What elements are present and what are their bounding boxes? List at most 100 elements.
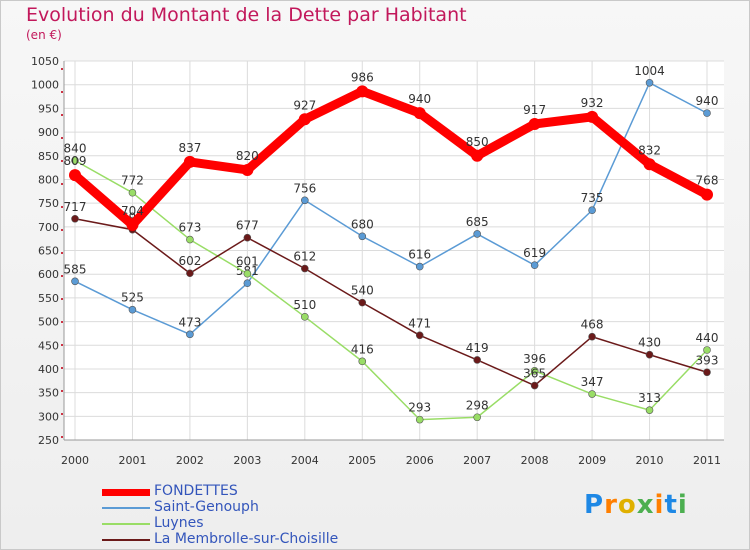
- y-tick-label: 1050: [31, 55, 59, 68]
- data-label: 468: [581, 318, 604, 332]
- chart-unit: (en €): [26, 28, 62, 42]
- data-point: [71, 277, 79, 286]
- series-line-fondettes: [70, 86, 712, 230]
- data-label: 440: [696, 331, 719, 345]
- data-label: 768: [696, 174, 719, 188]
- x-tick-label: 2011: [693, 454, 721, 467]
- data-label: 927: [293, 98, 316, 112]
- logo-letter: t: [664, 490, 678, 520]
- x-tick-label: 2001: [118, 454, 146, 467]
- data-label: 673: [178, 221, 201, 235]
- data-label: 932: [581, 96, 604, 110]
- data-point: [703, 368, 711, 377]
- data-point: [69, 169, 81, 182]
- data-label: 365: [523, 367, 546, 381]
- data-label: 616: [408, 248, 431, 262]
- data-label: 601: [236, 255, 259, 269]
- y-tick-label: 450: [38, 339, 59, 352]
- data-label: 772: [121, 174, 144, 188]
- data-point: [186, 235, 194, 244]
- legend-label: Saint-Genouph: [154, 499, 259, 515]
- legend-swatch: [102, 489, 150, 496]
- y-tick-label: 250: [38, 434, 59, 447]
- data-label: 347: [581, 375, 604, 389]
- data-point: [473, 413, 481, 422]
- proxiti-logo: Proxiti: [584, 490, 688, 520]
- legend-swatch: [102, 539, 150, 541]
- data-label: 619: [523, 246, 546, 260]
- data-label: 416: [351, 342, 374, 356]
- data-point: [643, 158, 656, 171]
- y-tick-label: 500: [38, 316, 59, 329]
- y-tick-label: 1000: [31, 79, 59, 92]
- x-tick-label: 2005: [348, 454, 376, 467]
- data-label: 677: [236, 219, 259, 233]
- data-label: 430: [638, 336, 661, 350]
- y-tick-label: 550: [38, 292, 59, 305]
- y-tick-label: 300: [38, 410, 59, 423]
- data-label: 602: [178, 254, 201, 268]
- x-tick-label: 2003: [233, 454, 261, 467]
- data-point: [586, 110, 599, 123]
- data-point: [71, 214, 79, 223]
- y-tick-label: 600: [38, 268, 59, 281]
- series-line-saint-genouph: [74, 82, 708, 336]
- y-tick-label: 900: [38, 126, 59, 139]
- logo-letter: i: [654, 490, 665, 520]
- x-tick-label: 2010: [636, 454, 664, 467]
- logo-letter: i: [677, 490, 688, 520]
- data-label: 419: [466, 341, 489, 355]
- data-label: 510: [293, 298, 316, 312]
- y-tick-label: 750: [38, 197, 59, 210]
- x-tick-label: 2007: [463, 454, 491, 467]
- data-label: 473: [178, 315, 201, 329]
- data-point: [358, 232, 367, 241]
- data-label: 612: [293, 250, 316, 264]
- data-point: [356, 85, 369, 98]
- y-tick-label: 800: [38, 173, 59, 186]
- data-point: [298, 113, 311, 126]
- data-point: [243, 279, 252, 287]
- data-point: [471, 149, 484, 162]
- data-point: [588, 206, 596, 215]
- logo-letter: P: [584, 490, 605, 520]
- data-label: 540: [351, 284, 374, 298]
- data-point: [243, 269, 252, 278]
- data-label: 680: [351, 217, 374, 231]
- data-label: 832: [638, 143, 661, 157]
- data-point: [473, 230, 481, 238]
- data-point: [530, 381, 539, 390]
- data-point: [301, 313, 309, 321]
- logo-letter: r: [604, 490, 618, 520]
- data-label: 940: [696, 94, 719, 108]
- data-label: 525: [121, 291, 144, 305]
- data-point: [241, 163, 254, 176]
- data-point: [413, 107, 426, 120]
- y-tick-label: 700: [38, 221, 59, 234]
- data-label: 940: [408, 92, 431, 106]
- x-tick-label: 2008: [521, 454, 549, 467]
- data-point: [301, 196, 309, 205]
- y-tick-label: 350: [38, 387, 59, 400]
- data-label: 585: [64, 262, 87, 276]
- data-label: 840: [64, 141, 87, 155]
- data-label: 293: [408, 401, 431, 415]
- data-point: [588, 332, 596, 341]
- data-point: [703, 109, 711, 117]
- y-tick-label: 950: [38, 102, 59, 115]
- data-point: [186, 330, 194, 339]
- y-tick-label: 650: [38, 245, 59, 258]
- data-point: [415, 262, 424, 271]
- data-point: [415, 415, 424, 424]
- x-tick-label: 2002: [176, 454, 204, 467]
- data-point: [126, 218, 139, 231]
- data-point: [71, 156, 79, 165]
- data-point: [358, 298, 367, 307]
- data-label: 298: [466, 398, 489, 412]
- data-label: 396: [523, 352, 546, 366]
- data-point: [645, 78, 654, 87]
- legend-swatch: [102, 523, 150, 525]
- legend-label: La Membrolle-sur-Choisille: [154, 531, 339, 547]
- legend-swatch: [102, 507, 150, 509]
